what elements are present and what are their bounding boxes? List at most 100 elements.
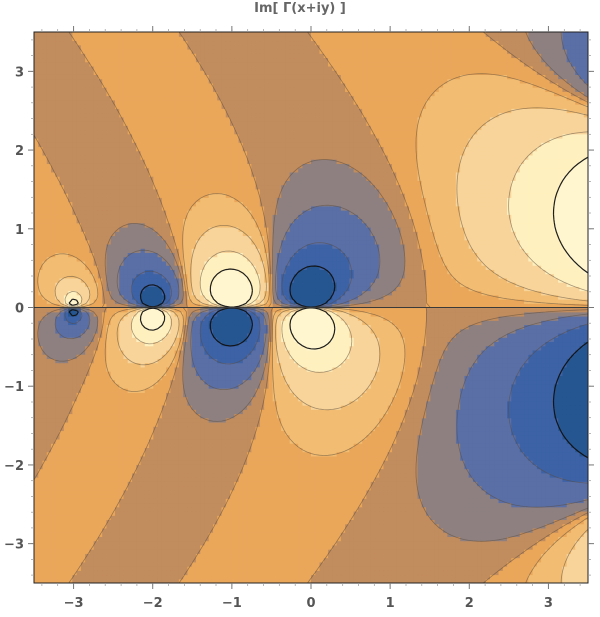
heatmap-cell [485,549,491,554]
heatmap-cell [430,438,436,444]
heatmap-cell [349,502,355,508]
heatmap-cell [507,506,512,512]
heatmap-cell [259,557,265,563]
heatmap-cell [311,561,316,567]
heatmap-cell [85,549,90,554]
heatmap-cell [528,447,534,453]
heatmap-cell [161,417,167,423]
heatmap-cell [481,532,487,537]
heatmap-cell [259,519,265,525]
heatmap-cell [570,472,576,478]
heatmap-cell [55,515,61,521]
heatmap-cell [336,502,342,508]
heatmap-cell [575,566,581,571]
heatmap-cell [357,557,363,563]
heatmap-cell [502,553,508,559]
heatmap-cell [302,430,308,436]
heatmap-cell [170,527,176,533]
heatmap-cell [498,523,504,529]
heatmap-cell [553,536,559,542]
heatmap-cell [97,477,103,482]
heatmap-cell [200,451,206,457]
heatmap-cell [170,502,176,508]
heatmap-cell [178,557,184,563]
heatmap-cell [332,527,338,533]
heatmap-cell [298,443,304,448]
heatmap-cell [349,544,355,550]
heatmap-cell [494,544,500,550]
heatmap-cell [413,578,419,583]
heatmap-cell [157,519,163,525]
heatmap-cell [123,438,129,444]
heatmap-cell [127,536,133,542]
heatmap-cell [357,561,363,567]
heatmap-cell [161,443,167,448]
heatmap-cell [357,506,363,512]
heatmap-cell [285,434,291,440]
heatmap-cell [481,460,487,465]
heatmap-cell [264,510,269,516]
heatmap-cell [89,472,95,478]
heatmap-cell [413,443,419,448]
heatmap-cell [281,489,287,495]
heatmap-cell [221,438,227,444]
heatmap-cell [579,532,585,537]
heatmap-cell [443,489,448,495]
heatmap-cell [251,417,257,423]
heatmap-cell [238,519,244,525]
heatmap-cell [357,451,363,457]
heatmap-cell [558,574,564,580]
heatmap-cell [217,498,223,504]
heatmap-cell [200,493,206,499]
heatmap-cell [562,468,568,474]
heatmap-cell [562,481,568,487]
heatmap-cell [153,455,159,461]
heatmap-cell [166,451,171,457]
heatmap-cell [259,532,265,537]
heatmap-cell [383,566,389,571]
heatmap-cell [127,451,133,457]
heatmap-cell [93,460,99,465]
heatmap-cell [144,519,150,525]
heatmap-cell [575,557,581,563]
heatmap-cell [63,493,69,499]
heatmap-cell [404,540,410,546]
heatmap-cell [293,447,299,453]
heatmap-cell [434,460,440,465]
heatmap-cell [191,544,197,550]
heatmap-cell [97,570,103,576]
heatmap-cell [63,472,69,478]
heatmap-cell [204,477,210,482]
heatmap-cell [293,451,299,457]
heatmap-cell [255,455,261,461]
heatmap-cell [114,481,120,487]
heatmap-cell [421,540,427,546]
heatmap-cell [285,489,291,495]
heatmap-cell [123,574,129,580]
heatmap-cell [238,498,244,504]
heatmap-cell [426,451,431,457]
heatmap-cell [174,493,180,499]
heatmap-cell [132,417,137,423]
heatmap-cell [553,561,559,567]
heatmap-cell [430,498,436,504]
heatmap-cell [285,493,291,499]
heatmap-cell [102,455,108,461]
heatmap-cell [221,536,227,542]
heatmap-cell [485,460,491,465]
heatmap-cell [93,489,99,495]
heatmap-cell [370,447,376,453]
heatmap-cell [426,447,431,453]
heatmap-cell [242,477,248,482]
heatmap-cell [404,464,410,470]
heatmap-cell [511,527,517,533]
heatmap-cell [328,527,333,533]
heatmap-cell [149,468,154,474]
heatmap-cell [166,464,171,470]
heatmap-cell [472,566,478,571]
heatmap-cell [97,481,103,487]
heatmap-cell [315,561,321,567]
heatmap-cell [38,527,44,533]
heatmap-cell [255,447,261,453]
heatmap-cell [76,536,82,542]
